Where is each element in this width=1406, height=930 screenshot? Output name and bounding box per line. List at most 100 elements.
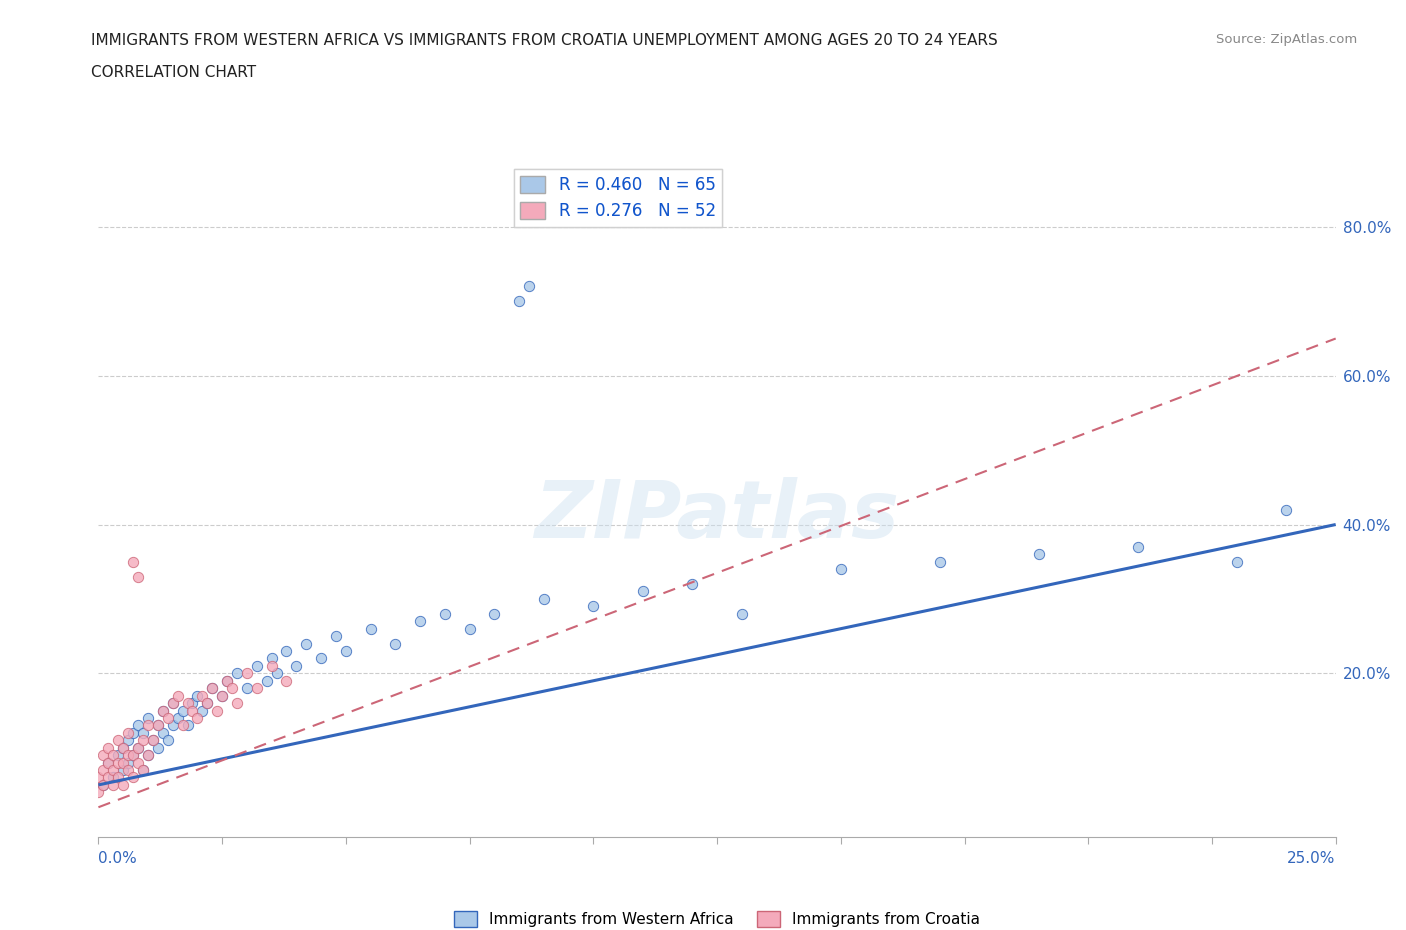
Point xyxy=(127,740,149,755)
Point xyxy=(409,614,432,629)
Point xyxy=(117,755,139,770)
Point xyxy=(1028,547,1050,562)
Point xyxy=(122,748,145,763)
Legend: R = 0.460   N = 65, R = 0.276   N = 52: R = 0.460 N = 65, R = 0.276 N = 52 xyxy=(513,169,723,227)
Point xyxy=(117,725,139,740)
Point xyxy=(484,606,506,621)
Point xyxy=(309,651,332,666)
Point xyxy=(195,696,218,711)
Point xyxy=(93,763,115,777)
Text: CORRELATION CHART: CORRELATION CHART xyxy=(91,65,256,80)
Point xyxy=(152,703,174,718)
Point xyxy=(122,725,145,740)
Point xyxy=(122,554,145,569)
Point xyxy=(107,748,129,763)
Point xyxy=(360,621,382,636)
Point xyxy=(186,688,208,703)
Point xyxy=(112,740,135,755)
Text: 25.0%: 25.0% xyxy=(1288,851,1336,866)
Point xyxy=(107,755,129,770)
Point xyxy=(276,644,298,658)
Point xyxy=(221,681,243,696)
Point xyxy=(217,673,239,688)
Point xyxy=(533,591,555,606)
Point xyxy=(127,740,149,755)
Point xyxy=(260,651,283,666)
Point xyxy=(132,725,155,740)
Point xyxy=(172,718,194,733)
Point xyxy=(97,755,120,770)
Point xyxy=(132,763,155,777)
Point xyxy=(335,644,357,658)
Point xyxy=(517,279,540,294)
Point xyxy=(146,718,169,733)
Point xyxy=(181,696,204,711)
Point xyxy=(93,777,115,792)
Point xyxy=(146,740,169,755)
Point xyxy=(112,755,135,770)
Point xyxy=(142,733,165,748)
Point xyxy=(830,562,852,577)
Point xyxy=(176,718,198,733)
Point xyxy=(152,725,174,740)
Point xyxy=(276,673,298,688)
Point xyxy=(117,748,139,763)
Point xyxy=(112,763,135,777)
Point xyxy=(1275,502,1298,517)
Text: Source: ZipAtlas.com: Source: ZipAtlas.com xyxy=(1216,33,1357,46)
Point xyxy=(226,696,249,711)
Point xyxy=(132,763,155,777)
Point xyxy=(103,770,125,785)
Point xyxy=(156,733,179,748)
Point xyxy=(384,636,406,651)
Point xyxy=(433,606,456,621)
Point xyxy=(127,569,149,584)
Point xyxy=(285,658,308,673)
Point xyxy=(136,748,159,763)
Point xyxy=(127,755,149,770)
Point xyxy=(156,711,179,725)
Point xyxy=(136,748,159,763)
Point xyxy=(107,770,129,785)
Point xyxy=(211,688,233,703)
Point xyxy=(127,718,149,733)
Point xyxy=(458,621,481,636)
Point xyxy=(508,294,530,309)
Point xyxy=(246,658,269,673)
Point xyxy=(136,711,159,725)
Point xyxy=(191,703,214,718)
Point xyxy=(152,703,174,718)
Point xyxy=(142,733,165,748)
Point xyxy=(246,681,269,696)
Point xyxy=(162,696,184,711)
Point xyxy=(97,755,120,770)
Point xyxy=(217,673,239,688)
Point xyxy=(201,681,224,696)
Point xyxy=(226,666,249,681)
Point xyxy=(631,584,654,599)
Point xyxy=(256,673,278,688)
Point xyxy=(132,733,155,748)
Point xyxy=(325,629,347,644)
Point xyxy=(236,666,259,681)
Point xyxy=(122,770,145,785)
Point xyxy=(166,688,188,703)
Point xyxy=(681,577,703,591)
Point xyxy=(112,740,135,755)
Point xyxy=(186,711,208,725)
Point xyxy=(181,703,204,718)
Point xyxy=(93,777,115,792)
Point xyxy=(1126,539,1149,554)
Point xyxy=(146,718,169,733)
Point xyxy=(162,718,184,733)
Point xyxy=(582,599,605,614)
Point xyxy=(260,658,283,673)
Point xyxy=(117,733,139,748)
Point xyxy=(103,777,125,792)
Point xyxy=(236,681,259,696)
Point xyxy=(295,636,318,651)
Text: ZIPatlas: ZIPatlas xyxy=(534,476,900,554)
Point xyxy=(107,733,129,748)
Point xyxy=(1226,554,1249,569)
Point xyxy=(162,696,184,711)
